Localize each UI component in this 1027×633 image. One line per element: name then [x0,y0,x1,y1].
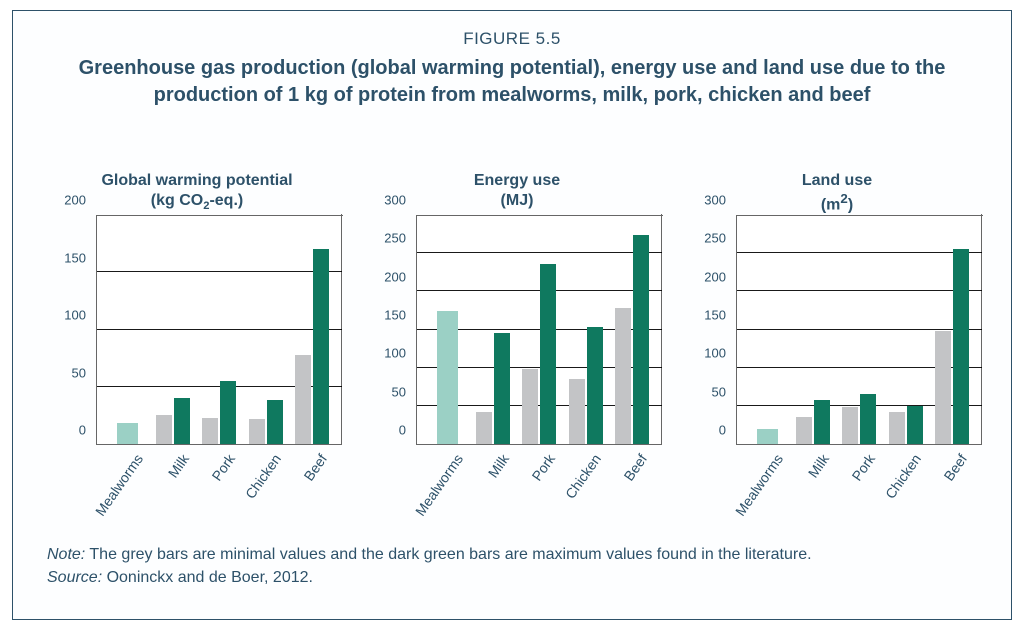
bars-layer [737,215,982,444]
bar-group [424,311,470,444]
bar-group [289,249,335,445]
x-axis: MealwormsMilkPorkChickenBeef [52,445,342,515]
y-tick-label: 0 [52,423,86,438]
chart-panel: Global warming potential(kg CO2-eq.) 0 50 1… [47,171,347,531]
bar-min [796,417,812,444]
y-tick-label: 200 [692,269,726,284]
y-axis: 050100150200 [52,215,92,445]
y-tick-label: 250 [372,231,406,246]
y-tick-label: 50 [692,384,726,399]
bar-group [104,423,150,444]
plot-area [416,215,662,445]
y-tick-label: 150 [692,308,726,323]
bar-min [842,407,858,444]
y-tick-label: 100 [52,308,86,323]
y-tick-label: 0 [372,423,406,438]
chart-panel: Energy use(MJ) 0 50 100 150 200 250 300 Mealworm… [367,171,667,531]
panel-title: Energy use(MJ) [474,171,560,215]
bar-max [814,400,830,444]
bar-max [907,406,923,444]
bar-max [953,249,969,445]
bar-group [836,394,882,444]
bar-group [883,406,929,444]
y-axis: 050100150200250300 [372,215,412,445]
figure-number: FIGURE 5.5 [13,29,1011,49]
plot: 050100150200 [52,215,342,445]
bar-min [522,369,538,444]
chart-panel: Land use(m2) 0 50 100 150 200 250 300 MealwormsM… [687,171,987,531]
y-tick-label: 150 [372,308,406,323]
bar-min [295,355,311,444]
bar-group [790,400,836,444]
bar-single [757,429,778,444]
x-axis: MealwormsMilkPorkChickenBeef [692,445,982,515]
bar-max [540,264,556,444]
bar-group [744,429,790,444]
bar-min [156,415,172,444]
bar-group [563,327,609,444]
source-label: Source: [47,569,102,586]
bar-group [470,333,516,444]
bar-max [633,235,649,444]
x-axis: MealwormsMilkPorkChickenBeef [372,445,662,515]
bar-min [615,308,631,444]
bar-max [174,398,190,444]
y-tick-label: 100 [372,346,406,361]
bar-min [889,412,905,444]
bar-min [476,412,492,444]
y-tick-label: 50 [52,365,86,380]
note-text: The grey bars are minimal values and the… [85,546,811,563]
bar-max [860,394,876,444]
bar-min [935,331,951,444]
bar-group [150,398,196,444]
bar-min [569,379,585,444]
y-tick-label: 300 [372,193,406,208]
panel-title: Global warming potential(kg CO2-eq.) [101,171,292,215]
y-tick-label: 250 [692,231,726,246]
y-tick-label: 0 [692,423,726,438]
bar-min [202,418,218,444]
y-tick-label: 50 [372,384,406,399]
bar-single [437,311,458,444]
plot: 050100150200250300 [372,215,662,445]
y-tick-label: 100 [692,346,726,361]
bar-max [313,249,329,445]
y-tick-label: 200 [372,269,406,284]
plot-area [736,215,982,445]
bar-single [117,423,138,444]
bar-group [516,264,562,444]
figure-title: Greenhouse gas production (global warmin… [63,55,961,109]
charts-row: Global warming potential(kg CO2-eq.) 0 50 1… [47,171,987,531]
bar-group [243,400,289,444]
bar-group [609,235,655,444]
y-axis: 050100150200250300 [692,215,732,445]
plot: 050100150200250300 [692,215,982,445]
bar-min [249,419,265,444]
bar-group [929,249,975,445]
figure-footnote: Note: The grey bars are minimal values a… [47,543,977,589]
source-text: Ooninckx and de Boer, 2012. [102,569,313,586]
bar-max [587,327,603,444]
bar-max [267,400,283,444]
bar-group [196,381,242,444]
y-tick-label: 200 [52,193,86,208]
bar-max [494,333,510,444]
note-label: Note: [47,546,85,563]
bars-layer [97,215,342,444]
bar-max [220,381,236,444]
y-tick-label: 150 [52,250,86,265]
bars-layer [417,215,662,444]
plot-area [96,215,342,445]
figure-frame: FIGURE 5.5 Greenhouse gas production (gl… [12,10,1012,620]
y-tick-label: 300 [692,193,726,208]
panel-title: Land use(m2) [802,171,872,215]
